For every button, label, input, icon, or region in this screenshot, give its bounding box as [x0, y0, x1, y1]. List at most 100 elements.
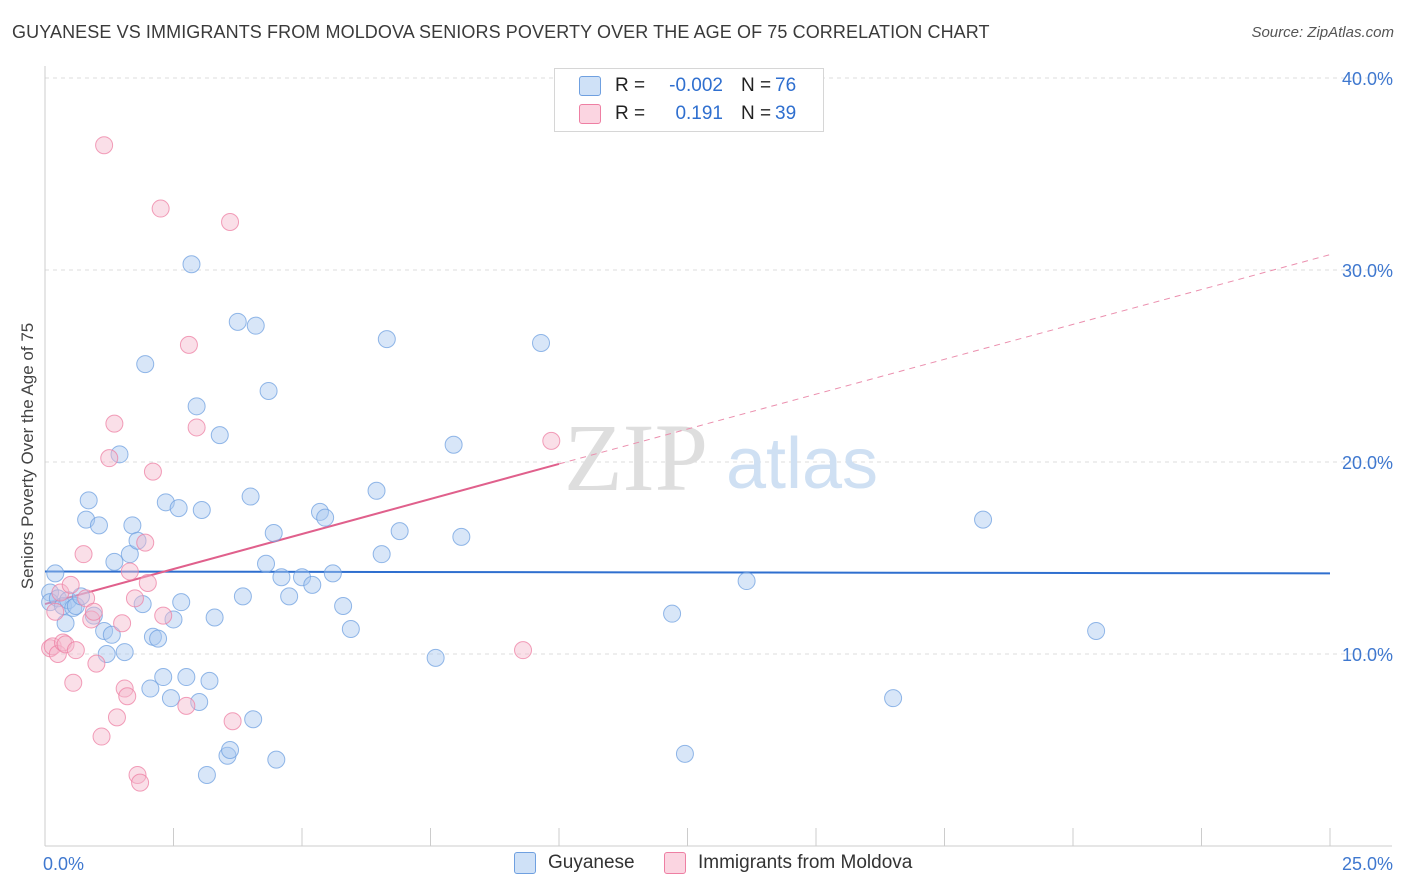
moldova-point — [95, 136, 114, 155]
moldova-point — [154, 606, 173, 625]
moldova-point — [100, 449, 119, 468]
y-tick-label: 20.0% — [1342, 453, 1393, 473]
moldova-point — [118, 687, 137, 706]
source-label: Source: ZipAtlas.com — [1251, 24, 1394, 41]
guyanese-point — [341, 620, 360, 639]
legend-row-moldova: R = 0.191 N = 39 — [579, 101, 796, 127]
x-tick-label: 25.0% — [1342, 854, 1393, 874]
moldova-point — [514, 641, 533, 660]
legend-swatch-moldova — [579, 104, 601, 124]
guyanese-point — [197, 765, 216, 784]
guyanese-point — [154, 668, 173, 687]
guyanese-point — [244, 710, 263, 729]
legend-item-guyanese: Guyanese — [514, 852, 635, 874]
guyanese-point — [264, 524, 283, 543]
moldova-point — [107, 708, 126, 727]
guyanese-point — [323, 564, 342, 583]
guyanese-point — [192, 501, 211, 519]
moldova-point — [66, 641, 85, 660]
moldova-point — [151, 199, 170, 218]
guyanese-point — [205, 608, 224, 627]
data-points — [41, 136, 1106, 792]
y-tick-label: 30.0% — [1342, 261, 1393, 281]
guyanese-point — [663, 604, 682, 623]
watermark-atlas: atlas — [726, 424, 878, 504]
moldova-point — [84, 602, 103, 621]
moldova-point — [51, 583, 70, 602]
moldova-point — [221, 213, 240, 231]
guyanese-point — [136, 355, 155, 374]
moldova-point — [143, 462, 162, 481]
guyanese-point — [200, 671, 219, 690]
moldova-point — [105, 414, 124, 433]
legend-n-value: 39 — [775, 103, 797, 124]
guyanese-point — [884, 689, 903, 708]
guyanese-point — [102, 625, 121, 644]
guyanese-point — [280, 587, 299, 606]
trendlines — [44, 254, 1331, 606]
moldova-point — [113, 614, 132, 633]
guyanese-point — [974, 510, 993, 529]
moldova-point — [542, 431, 561, 450]
guyanese-point — [66, 597, 85, 615]
guyanese-point — [257, 554, 276, 573]
guyanese-point — [141, 679, 160, 698]
legend-r-value: -0.002 — [669, 75, 723, 96]
moldova-point — [179, 335, 198, 354]
guyanese-point — [675, 744, 694, 763]
guyanese-point — [377, 330, 396, 349]
moldova-point — [56, 635, 75, 654]
guyanese-point — [444, 435, 463, 454]
moldova-point — [125, 589, 144, 608]
legend-swatch-guyanese — [579, 76, 601, 96]
legend-swatch-guyanese — [514, 852, 536, 874]
moldova-point — [136, 533, 155, 552]
guyanese-point — [164, 610, 183, 629]
moldova-point — [92, 727, 111, 746]
guyanese-point — [316, 508, 335, 527]
guyanese-point — [169, 499, 188, 518]
moldova-point — [77, 589, 96, 608]
guyanese-point — [46, 564, 65, 583]
axes — [44, 66, 1392, 847]
legend-swatch-moldova — [664, 852, 686, 874]
guyanese-point — [110, 445, 129, 464]
guyanese-point — [115, 643, 134, 662]
moldova-point — [46, 602, 65, 621]
y-tick-label: 40.0% — [1342, 69, 1393, 89]
x-tick-label: 0.0% — [43, 854, 84, 874]
moldova-point — [74, 545, 93, 564]
moldova-point — [64, 673, 83, 692]
guyanese-point — [221, 741, 240, 759]
guyanese-point — [737, 572, 756, 591]
guyanese-point — [128, 531, 147, 550]
legend-row-guyanese: R = -0.002 N = 76 — [579, 73, 796, 99]
guyanese-point — [241, 487, 260, 506]
guyanese-point — [79, 491, 98, 510]
guyanese-point — [228, 312, 247, 331]
guyanese-point — [310, 502, 329, 521]
moldova-trendline — [44, 462, 560, 606]
guyanese-point — [187, 397, 206, 416]
guyanese-point — [233, 587, 252, 606]
moldova-point — [61, 575, 80, 594]
guyanese-point — [272, 568, 291, 587]
guyanese-point — [182, 255, 201, 274]
legend-r-label: R = — [615, 103, 646, 124]
guyanese-point — [390, 522, 409, 541]
chart-title: GUYANESE VS IMMIGRANTS FROM MOLDOVA SENI… — [12, 22, 990, 42]
correlation-legend: R = -0.002 N = 76 R = 0.191 N = 39 — [554, 68, 824, 132]
moldova-point — [120, 562, 139, 581]
guyanese-point — [532, 333, 551, 352]
legend-item-moldova: Immigrants from Moldova — [664, 852, 912, 874]
guyanese-point — [149, 629, 168, 648]
guyanese-point — [172, 593, 191, 612]
legend-n-label: N = — [741, 103, 772, 124]
legend-n-label: N = — [741, 75, 772, 96]
y-tick-label: 10.0% — [1342, 645, 1393, 665]
guyanese-point — [177, 668, 196, 687]
legend-r-value: 0.191 — [675, 103, 723, 124]
guyanese-point — [372, 545, 391, 564]
moldova-trendline-extension — [558, 254, 1331, 465]
